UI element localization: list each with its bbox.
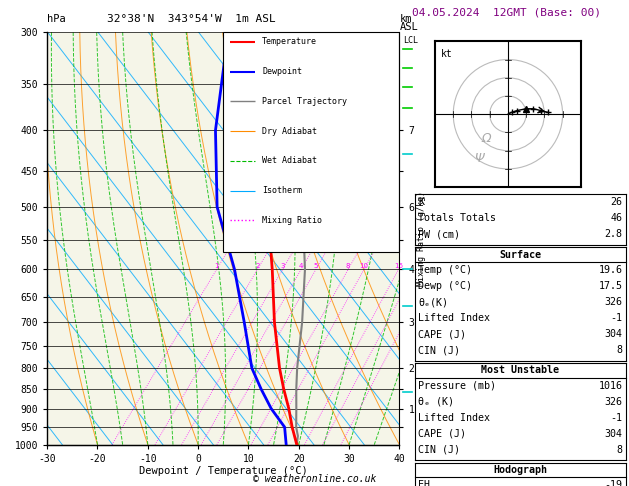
Text: Parcel Trajectory: Parcel Trajectory (262, 97, 347, 106)
Text: 04.05.2024  12GMT (Base: 00): 04.05.2024 12GMT (Base: 00) (412, 7, 601, 17)
Text: 17.5: 17.5 (599, 281, 623, 291)
Text: 26: 26 (611, 197, 623, 208)
Text: 2.8: 2.8 (604, 229, 623, 240)
Text: ASL: ASL (399, 22, 418, 32)
Text: 4: 4 (299, 263, 303, 269)
Text: θₑ(K): θₑ(K) (418, 297, 448, 307)
Text: CAPE (J): CAPE (J) (418, 329, 466, 339)
Text: Temperature: Temperature (262, 37, 317, 47)
Text: Pressure (mb): Pressure (mb) (418, 381, 496, 391)
Text: 16: 16 (394, 263, 403, 269)
Text: Temperature: Temperature (262, 37, 317, 47)
Text: Mixing Ratio: Mixing Ratio (262, 216, 322, 225)
Text: Dry Adiabat: Dry Adiabat (262, 127, 317, 136)
Text: Dewpoint: Dewpoint (262, 67, 302, 76)
Text: Wet Adiabat: Wet Adiabat (262, 156, 317, 165)
Text: EH: EH (418, 480, 430, 486)
Text: Lifted Index: Lifted Index (418, 413, 490, 423)
Text: 19.6: 19.6 (599, 265, 623, 275)
Text: 1: 1 (214, 263, 219, 269)
Text: PW (cm): PW (cm) (418, 229, 460, 240)
Text: -1: -1 (611, 413, 623, 423)
Text: Isotherm: Isotherm (262, 186, 302, 195)
Text: 304: 304 (604, 429, 623, 439)
Text: K: K (418, 197, 425, 208)
Text: 5: 5 (314, 263, 318, 269)
Text: Temp (°C): Temp (°C) (418, 265, 472, 275)
Text: Totals Totals: Totals Totals (418, 213, 496, 224)
Text: 2: 2 (255, 263, 260, 269)
Text: Mixing Ratio: Mixing Ratio (262, 216, 322, 225)
Text: Parcel Trajectory: Parcel Trajectory (262, 97, 347, 106)
Text: Dewp (°C): Dewp (°C) (418, 281, 472, 291)
Text: km: km (399, 14, 412, 24)
Text: -1: -1 (611, 313, 623, 323)
Text: Ω: Ω (481, 132, 491, 144)
Text: CIN (J): CIN (J) (418, 345, 460, 355)
Text: 326: 326 (604, 397, 623, 407)
Text: 8: 8 (616, 345, 623, 355)
Text: Ψ: Ψ (474, 152, 484, 165)
Text: Wet Adiabat: Wet Adiabat (262, 156, 317, 165)
Text: Lifted Index: Lifted Index (418, 313, 490, 323)
Text: Dry Adiabat: Dry Adiabat (262, 127, 317, 136)
Text: 8: 8 (346, 263, 350, 269)
Text: 304: 304 (604, 329, 623, 339)
Text: Most Unstable: Most Unstable (481, 365, 560, 375)
Text: Hodograph: Hodograph (494, 465, 547, 475)
Text: -19: -19 (604, 480, 623, 486)
X-axis label: Dewpoint / Temperature (°C): Dewpoint / Temperature (°C) (139, 467, 308, 476)
Text: Isotherm: Isotherm (262, 186, 302, 195)
FancyBboxPatch shape (223, 32, 399, 252)
Text: hPa: hPa (47, 14, 66, 24)
Text: 10: 10 (359, 263, 369, 269)
Text: 1016: 1016 (599, 381, 623, 391)
Text: 46: 46 (611, 213, 623, 224)
Text: kt: kt (440, 49, 452, 59)
Text: 8: 8 (616, 445, 623, 455)
Text: 3: 3 (281, 263, 285, 269)
Text: CAPE (J): CAPE (J) (418, 429, 466, 439)
Text: © weatheronline.co.uk: © weatheronline.co.uk (253, 473, 376, 484)
Text: LCL: LCL (403, 36, 418, 45)
Text: 326: 326 (604, 297, 623, 307)
Text: 32°38'N  343°54'W  1m ASL: 32°38'N 343°54'W 1m ASL (107, 14, 276, 24)
Text: θₑ (K): θₑ (K) (418, 397, 454, 407)
Text: Surface: Surface (499, 250, 542, 260)
Text: CIN (J): CIN (J) (418, 445, 460, 455)
Text: Dewpoint: Dewpoint (262, 67, 302, 76)
Y-axis label: Mixing Ratio (g/kg): Mixing Ratio (g/kg) (417, 191, 426, 286)
